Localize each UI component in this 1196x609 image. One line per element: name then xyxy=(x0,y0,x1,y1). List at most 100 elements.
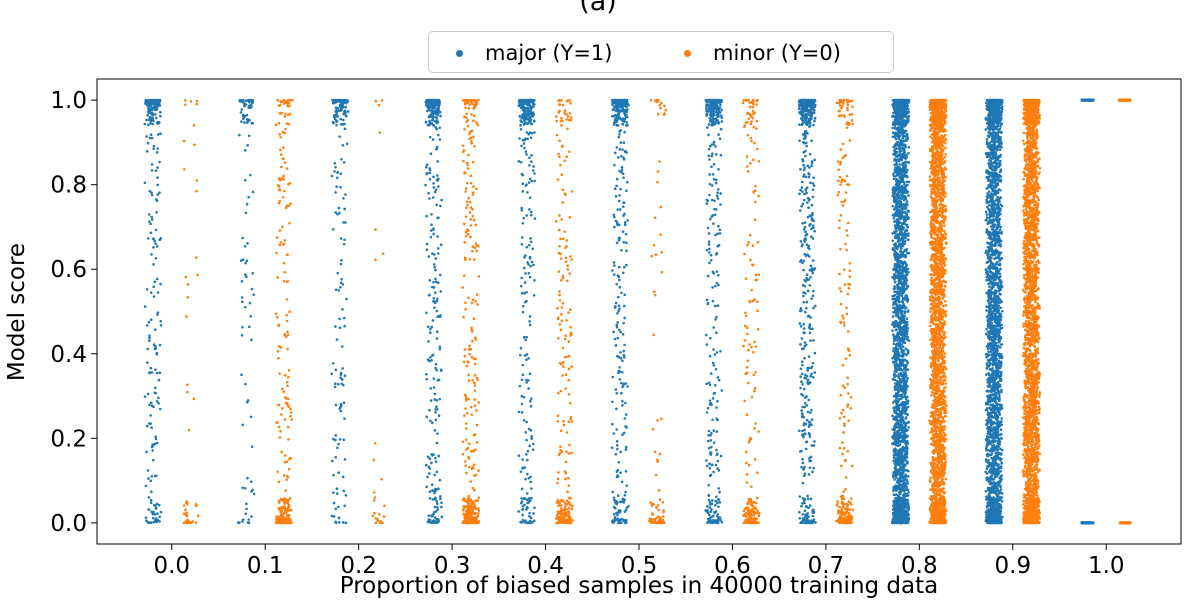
major-point xyxy=(613,306,617,309)
major-point xyxy=(806,164,809,167)
major-point xyxy=(803,428,807,432)
major-point xyxy=(152,237,156,241)
major-point xyxy=(707,483,711,487)
major-point xyxy=(431,520,435,523)
major-point xyxy=(708,182,712,186)
major-point xyxy=(810,418,814,421)
major-point xyxy=(521,104,525,107)
major-point xyxy=(339,376,342,380)
major-point xyxy=(800,504,803,508)
major-point xyxy=(625,249,628,252)
major-point xyxy=(148,109,152,113)
major-point xyxy=(424,372,428,376)
major-point xyxy=(802,433,805,436)
major-point xyxy=(425,415,429,419)
major-point xyxy=(155,199,159,203)
major-point xyxy=(147,105,151,109)
major-point xyxy=(624,382,627,385)
major-point xyxy=(898,491,902,495)
major-point xyxy=(338,317,341,321)
major-point xyxy=(804,422,808,426)
major-point xyxy=(522,142,526,145)
major-point xyxy=(810,203,814,207)
major-point xyxy=(342,161,346,164)
major-point xyxy=(434,418,438,422)
major-point xyxy=(716,376,720,379)
major-point xyxy=(618,130,622,133)
major-point xyxy=(433,491,436,495)
major-point xyxy=(801,394,805,397)
major-point xyxy=(334,521,338,525)
major-point xyxy=(616,208,619,211)
major-point xyxy=(893,449,897,453)
major-point xyxy=(617,111,621,115)
major-point xyxy=(618,194,621,197)
major-point xyxy=(247,325,251,329)
major-point xyxy=(330,174,334,178)
major-point xyxy=(530,496,533,500)
major-point xyxy=(894,435,897,439)
major-point xyxy=(906,405,910,409)
major-point xyxy=(803,344,807,348)
major-point xyxy=(334,288,338,292)
major-point xyxy=(624,98,628,102)
major-point xyxy=(148,336,151,340)
major-point xyxy=(519,501,523,505)
major-point xyxy=(622,321,625,325)
major-point xyxy=(906,499,910,502)
major-point xyxy=(802,327,806,330)
major-point xyxy=(894,204,898,207)
major-point xyxy=(713,391,716,395)
major-point xyxy=(428,171,432,175)
major-point xyxy=(891,275,894,279)
major-point xyxy=(439,243,443,246)
major-point xyxy=(334,165,337,169)
major-point xyxy=(433,392,437,396)
major-point xyxy=(615,107,619,110)
major-point xyxy=(716,459,720,463)
major-point xyxy=(525,420,528,424)
major-point xyxy=(528,164,531,167)
major-point xyxy=(717,168,720,171)
major-point xyxy=(901,207,904,211)
major-point xyxy=(612,261,616,264)
major-point xyxy=(619,351,622,354)
major-point xyxy=(152,444,155,447)
major-point xyxy=(524,150,528,153)
major-point xyxy=(154,437,158,441)
major-point xyxy=(241,518,245,521)
major-point xyxy=(802,173,806,176)
major-point xyxy=(710,463,714,467)
major-point xyxy=(891,360,895,364)
major-point xyxy=(243,305,247,309)
major-point xyxy=(339,117,343,121)
major-point xyxy=(811,211,814,215)
major-point xyxy=(154,435,158,438)
major-point xyxy=(335,487,339,491)
major-point xyxy=(711,152,714,155)
major-point xyxy=(708,462,711,465)
major-point xyxy=(428,109,432,112)
major-point xyxy=(710,215,714,218)
major-point xyxy=(532,442,535,446)
major-point xyxy=(246,399,250,402)
major-point xyxy=(517,510,520,513)
major-point xyxy=(895,320,898,323)
major-point xyxy=(435,521,439,525)
major-point xyxy=(345,297,348,301)
major-point xyxy=(905,223,909,227)
major-point xyxy=(712,326,715,329)
major-point xyxy=(152,503,156,507)
major-point xyxy=(710,154,714,158)
major-point xyxy=(156,176,159,179)
major-point xyxy=(154,256,158,260)
major-point xyxy=(712,163,716,166)
major-point xyxy=(612,330,615,334)
major-point xyxy=(891,475,895,479)
major-point xyxy=(717,121,721,125)
major-point xyxy=(813,351,817,355)
major-point xyxy=(904,478,908,481)
major-point xyxy=(156,512,159,515)
major-point xyxy=(334,456,338,459)
major-point xyxy=(623,498,626,502)
